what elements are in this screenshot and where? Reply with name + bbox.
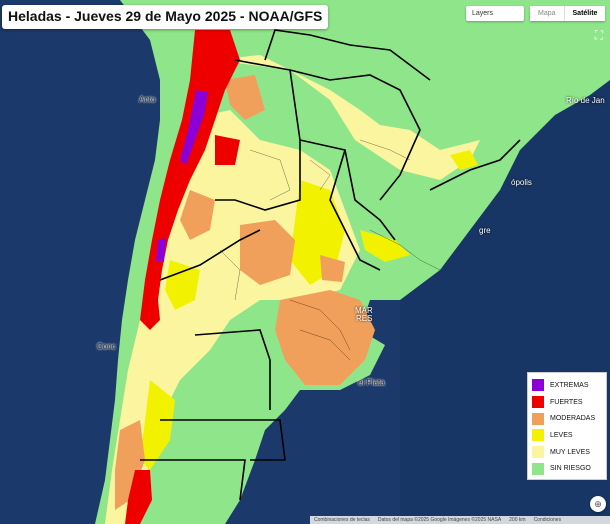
place-label: RES [356, 314, 373, 323]
place-label: Conc [97, 342, 116, 351]
map-attribution: Datos del mapa ©2025 Google Imágenes ©20… [377, 517, 502, 523]
place-label: el Plata [358, 378, 385, 387]
minor-borders [219, 139, 441, 361]
legend-item: SIN RIESGO [532, 460, 602, 477]
legend-swatch [532, 412, 544, 425]
map-footer: Combinaciones de teclas Datos del mapa ©… [310, 516, 610, 524]
legend-label: SIN RIESGO [550, 465, 591, 473]
legend-swatch [532, 429, 544, 442]
fullscreen-icon[interactable]: ⛶ [594, 28, 604, 42]
layers-dropdown[interactable]: Layers [466, 6, 524, 21]
legend-label: LEVES [550, 431, 573, 439]
place-label: Río de Jan [566, 96, 605, 105]
street-view-icon[interactable]: ⊕ [590, 496, 606, 512]
legend-label: MODERADAS [550, 415, 596, 423]
zone-very-light [105, 55, 480, 524]
place-label: MAR [355, 306, 373, 315]
zone-light [140, 150, 478, 470]
place-label: ópolis [511, 178, 532, 187]
legend-swatch [532, 462, 544, 475]
borders [140, 29, 521, 501]
zone-extreme [156, 90, 208, 262]
legend-swatch [532, 379, 544, 392]
legend-item: LEVES [532, 427, 602, 444]
legend-item: FUERTES [532, 394, 602, 411]
place-label: gre [479, 226, 491, 235]
legend-item: MODERADAS [532, 410, 602, 427]
zone-moderate [115, 75, 375, 510]
legend: EXTREMAS FUERTES MODERADAS LEVES MUY LEV… [527, 372, 607, 480]
legend-item: EXTREMAS [532, 377, 602, 394]
legend-label: FUERTES [550, 398, 583, 406]
place-label: Anto [139, 95, 156, 104]
legend-label: EXTREMAS [550, 381, 589, 389]
map-scale[interactable]: 200 km [509, 517, 526, 523]
keyboard-shortcuts-link[interactable]: Combinaciones de teclas [314, 517, 370, 523]
page-title: Heladas - Jueves 29 de Mayo 2025 - NOAA/… [8, 8, 323, 24]
map-title-box: Heladas - Jueves 29 de Mayo 2025 - NOAA/… [2, 5, 329, 29]
map-type-satellite-button[interactable]: Satélite [563, 6, 606, 21]
legend-swatch [532, 446, 544, 459]
terms-link[interactable]: Condiciones [533, 517, 562, 523]
zone-strong [125, 30, 240, 524]
legend-swatch [532, 396, 544, 409]
map-type-control: Mapa Satélite [530, 6, 606, 21]
legend-label: MUY LEVES [550, 448, 590, 456]
map-type-map-button[interactable]: Mapa [530, 6, 564, 21]
legend-item: MUY LEVES [532, 444, 602, 461]
